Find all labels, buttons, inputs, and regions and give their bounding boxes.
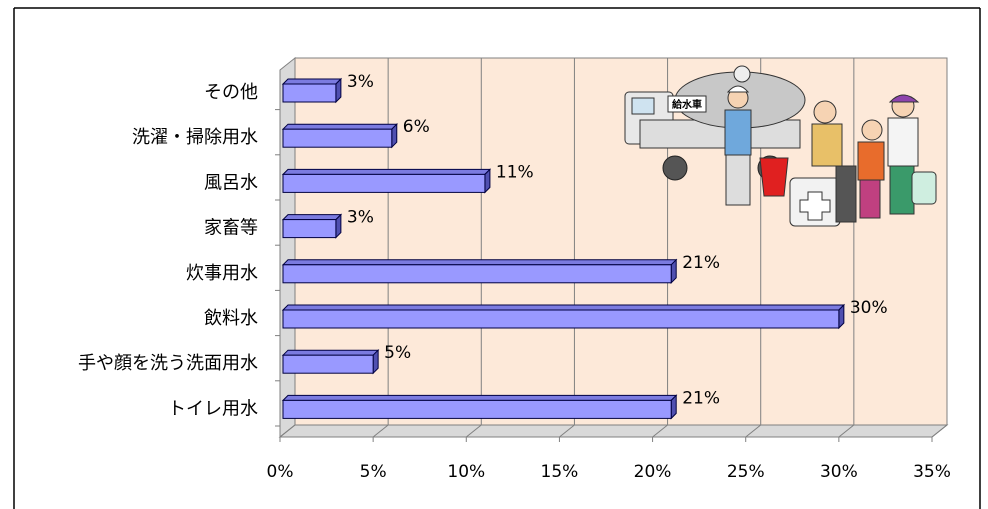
back-wall [294, 57, 948, 426]
headscarf [888, 94, 920, 103]
value-label: 30% [850, 298, 888, 318]
bar-front [282, 173, 486, 193]
water-truck-illustration: 給水車 [624, 65, 937, 227]
truck-sign-text: 給水車 [672, 98, 702, 111]
girl-body [857, 141, 885, 181]
water-bag [911, 171, 937, 205]
y-tick-label: 家畜等 [204, 218, 258, 239]
bar [281, 303, 846, 330]
woman-legs [889, 165, 915, 215]
value-label: 21% [682, 253, 720, 273]
head [861, 119, 883, 141]
man-body [811, 123, 843, 167]
bar [281, 122, 398, 149]
bar-top [281, 304, 846, 311]
bar [281, 348, 380, 375]
plot-walls [278, 56, 949, 439]
bar-top [281, 214, 343, 221]
bar-top [281, 394, 678, 401]
bar-top [281, 168, 492, 175]
value-label: 11% [496, 162, 534, 182]
y-tick-label: 風呂水 [204, 172, 258, 193]
y-tick-label: 炊事用水 [186, 263, 258, 284]
wheel [662, 155, 688, 181]
value-label: 3% [347, 208, 374, 228]
worker-legs [725, 154, 751, 206]
bar-top [281, 123, 398, 130]
value-label: 3% [347, 72, 374, 92]
bar-top [281, 349, 380, 356]
y-tick-label: トイレ用水 [168, 398, 258, 419]
floor-grid-line [559, 424, 575, 438]
bar [281, 213, 343, 239]
bar-front [282, 309, 840, 329]
floor-grid-line [745, 424, 762, 438]
bar [281, 258, 678, 285]
bar-front [282, 264, 672, 284]
side-wall [279, 56, 296, 439]
bar-front [282, 83, 337, 103]
x-tick-label: 20% [634, 462, 672, 482]
truck-window [631, 97, 655, 115]
bucket [759, 157, 789, 197]
x-tick-label: 30% [820, 462, 858, 482]
bar-top [281, 259, 678, 266]
value-label: 21% [682, 388, 720, 408]
bar [281, 77, 343, 104]
y-tick-label: 飲料水 [204, 308, 258, 329]
x-tick-label: 25% [727, 462, 765, 482]
head [813, 100, 837, 124]
tank-hatch [733, 65, 751, 83]
value-label: 6% [403, 117, 430, 137]
y-tick-label: その他 [204, 82, 258, 103]
value-label: 5% [384, 343, 411, 363]
bar-front [282, 219, 337, 239]
truck-sign [667, 95, 707, 113]
helmet [726, 85, 750, 93]
floor-grid-line [279, 424, 296, 438]
x-tick-label: 35% [913, 462, 951, 482]
bar [281, 168, 492, 194]
cross [799, 191, 831, 221]
bar-front [282, 128, 393, 148]
girl-legs [859, 179, 881, 219]
x-tick-label: 10% [447, 462, 485, 482]
bar-top [281, 78, 343, 85]
floor-grid-line [465, 424, 482, 438]
worker-body [724, 109, 752, 156]
floor-grid-line [652, 424, 668, 438]
floor-grid-line [372, 424, 389, 438]
bar-front [282, 354, 374, 374]
x-tick-label: 5% [360, 462, 387, 482]
x-tick-label: 0% [267, 462, 294, 482]
bars: 3% 6% 11% 3% 21% 30% 5% 21% [281, 72, 888, 420]
bar-front [282, 399, 672, 419]
woman-body [887, 117, 919, 167]
x-tick-label: 15% [541, 462, 579, 482]
y-tick-label: 洗濯・掃除用水 [132, 127, 258, 148]
floor-grid-line [931, 424, 948, 438]
floor-grid-line [838, 424, 855, 438]
bar [281, 394, 678, 420]
y-tick-label: 手や顔を洗う洗面用水 [78, 353, 258, 374]
man-legs [835, 165, 857, 223]
